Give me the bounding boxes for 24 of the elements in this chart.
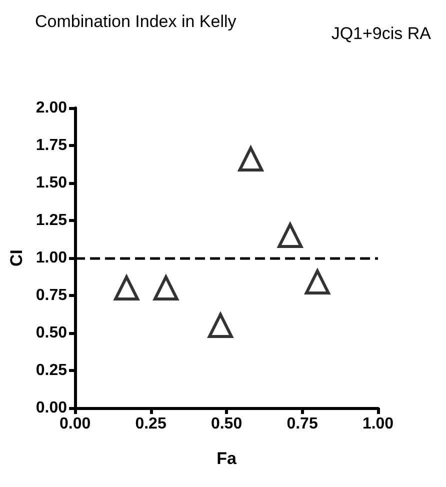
y-tick-label: 1.50	[36, 174, 68, 192]
chart-title: Combination Index in Kelly	[35, 12, 237, 31]
y-tick-label: 0.50	[36, 324, 68, 342]
point	[208, 313, 233, 338]
point	[304, 270, 330, 294]
point	[153, 276, 178, 300]
x-tick-label: 0.00	[59, 416, 91, 432]
x-tick-label: 1.00	[362, 416, 394, 432]
x-axis-title: Fa	[216, 449, 237, 468]
y-tick-label: 1.00	[36, 250, 68, 266]
point	[114, 276, 140, 300]
point	[278, 223, 303, 248]
x-tick-label: 0.25	[135, 416, 166, 432]
x-tick-label: 0.50	[210, 416, 242, 432]
point	[238, 146, 264, 172]
y-axis-title: CI	[7, 250, 26, 266]
y-tick-label: 0.00	[36, 400, 68, 416]
y-tick-label: 0.25	[36, 362, 68, 379]
y-tick-label: 0.75	[36, 287, 68, 304]
x-tick-label: 0.75	[286, 416, 318, 432]
y-tick-label: 1.25	[36, 212, 68, 229]
y-tick-label: 2.00	[36, 100, 68, 116]
y-tick-label: 1.75	[36, 137, 68, 154]
text: JQ1+9cis RA	[331, 24, 432, 43]
